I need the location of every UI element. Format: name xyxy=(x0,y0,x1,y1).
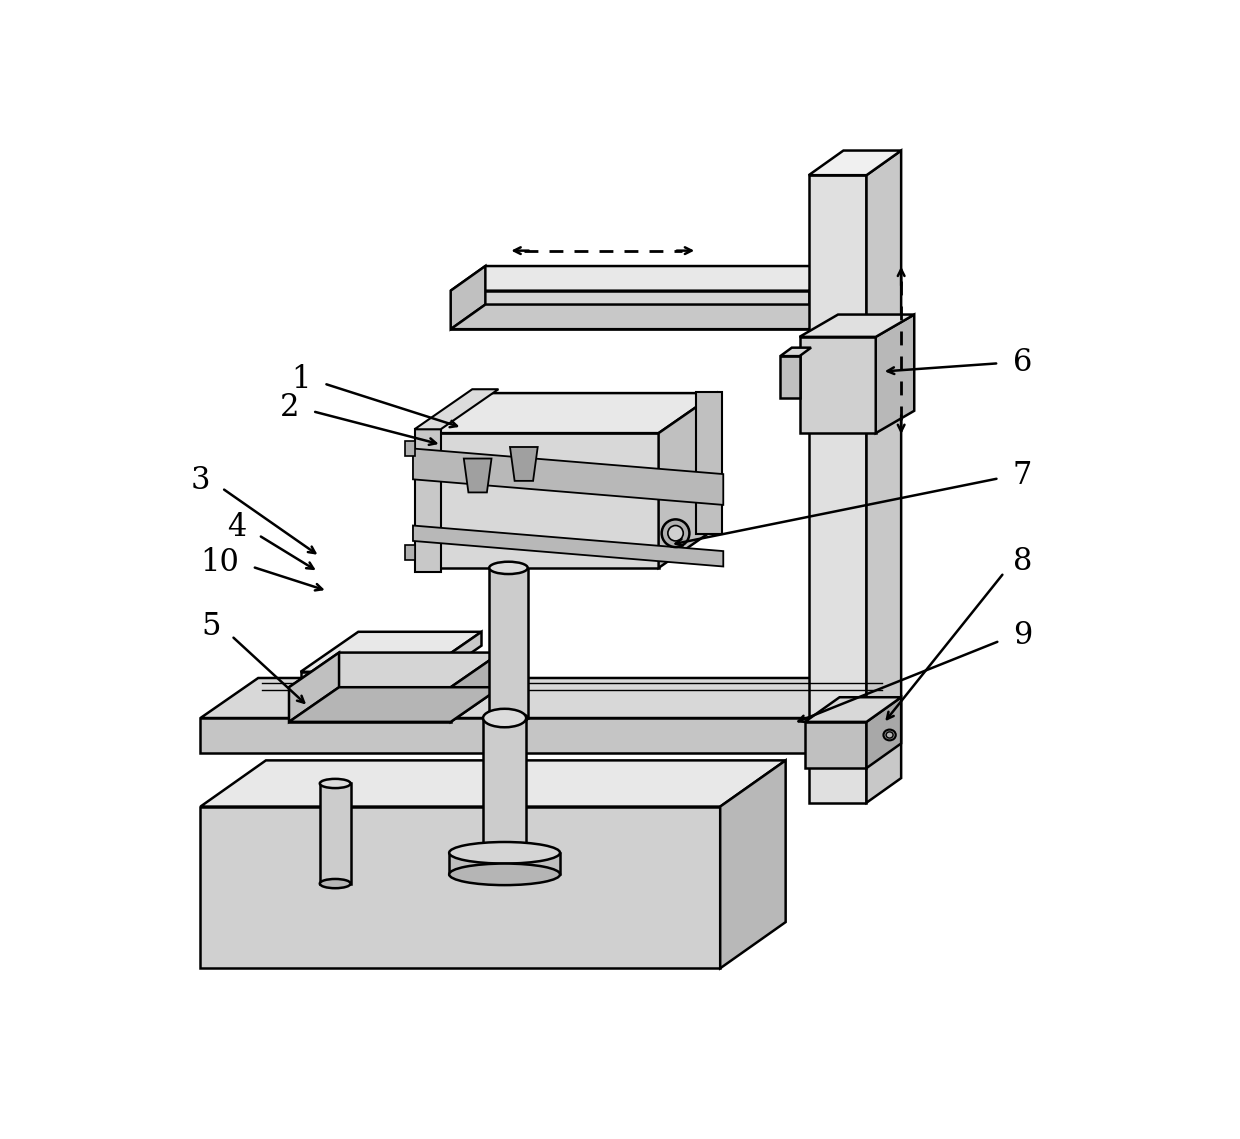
Ellipse shape xyxy=(662,519,689,547)
Polygon shape xyxy=(201,678,885,718)
Polygon shape xyxy=(449,853,560,875)
Polygon shape xyxy=(867,697,901,768)
Ellipse shape xyxy=(449,842,560,863)
Polygon shape xyxy=(658,393,717,568)
Polygon shape xyxy=(289,653,339,722)
Polygon shape xyxy=(696,392,722,534)
Polygon shape xyxy=(289,653,501,687)
Polygon shape xyxy=(414,429,440,572)
Polygon shape xyxy=(808,150,901,175)
Polygon shape xyxy=(289,687,450,722)
Ellipse shape xyxy=(668,525,683,541)
Polygon shape xyxy=(805,697,901,722)
Text: 1: 1 xyxy=(291,363,310,395)
Polygon shape xyxy=(800,314,914,337)
Polygon shape xyxy=(490,568,528,718)
Polygon shape xyxy=(414,390,498,429)
Polygon shape xyxy=(320,784,351,884)
Polygon shape xyxy=(450,267,843,290)
Polygon shape xyxy=(484,718,526,860)
Ellipse shape xyxy=(484,708,526,728)
Polygon shape xyxy=(464,459,491,492)
Polygon shape xyxy=(800,337,875,433)
Polygon shape xyxy=(424,393,717,433)
Text: 4: 4 xyxy=(227,513,247,543)
Ellipse shape xyxy=(490,712,528,724)
Polygon shape xyxy=(720,761,786,968)
Ellipse shape xyxy=(484,851,526,870)
Polygon shape xyxy=(413,525,723,566)
Polygon shape xyxy=(405,441,414,457)
Text: 5: 5 xyxy=(202,611,221,642)
Text: 8: 8 xyxy=(1013,547,1032,577)
Polygon shape xyxy=(413,449,723,505)
Polygon shape xyxy=(300,672,424,686)
Polygon shape xyxy=(875,314,914,433)
Polygon shape xyxy=(424,632,481,686)
Ellipse shape xyxy=(883,730,895,740)
Polygon shape xyxy=(808,175,867,803)
Polygon shape xyxy=(805,722,867,768)
Polygon shape xyxy=(289,687,501,722)
Polygon shape xyxy=(300,632,481,672)
Polygon shape xyxy=(867,150,901,803)
Polygon shape xyxy=(828,678,885,753)
Polygon shape xyxy=(510,446,538,481)
Polygon shape xyxy=(424,433,658,568)
Polygon shape xyxy=(450,290,808,329)
Polygon shape xyxy=(201,761,786,806)
Ellipse shape xyxy=(490,562,528,574)
Polygon shape xyxy=(450,267,485,329)
Text: 7: 7 xyxy=(1013,460,1032,491)
Text: 9: 9 xyxy=(1013,620,1032,652)
Polygon shape xyxy=(405,544,414,560)
Polygon shape xyxy=(450,304,843,329)
Ellipse shape xyxy=(320,879,351,888)
Polygon shape xyxy=(450,653,501,722)
Polygon shape xyxy=(201,718,828,753)
Polygon shape xyxy=(780,347,811,357)
Text: 2: 2 xyxy=(279,392,299,424)
Ellipse shape xyxy=(449,863,560,885)
Polygon shape xyxy=(201,806,720,968)
Polygon shape xyxy=(780,357,800,399)
Text: 6: 6 xyxy=(1013,346,1032,378)
Ellipse shape xyxy=(320,779,351,788)
Text: 3: 3 xyxy=(191,465,211,495)
Ellipse shape xyxy=(887,732,893,738)
Text: 10: 10 xyxy=(200,547,239,577)
